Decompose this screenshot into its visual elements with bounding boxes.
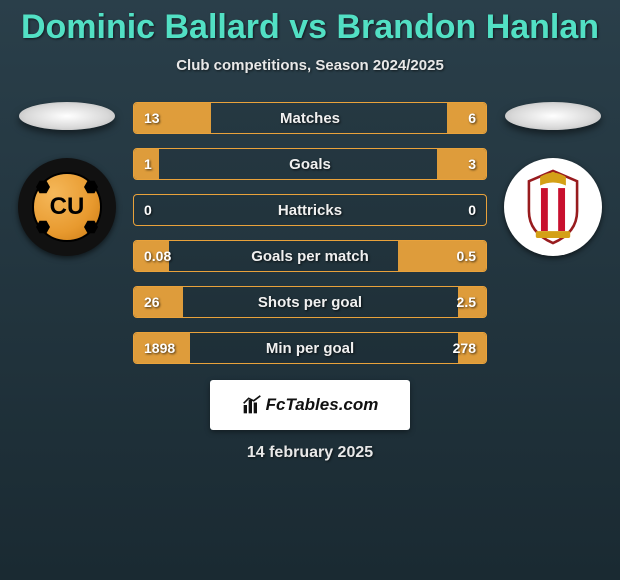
crest-right-svg bbox=[510, 164, 596, 250]
stat-value-right: 2.5 bbox=[457, 294, 476, 310]
player-left-disc bbox=[19, 102, 115, 130]
stat-row: 0 Hattricks 0 bbox=[133, 194, 487, 226]
page-title: Dominic Ballard vs Brandon Hanlan bbox=[0, 0, 620, 47]
player-right-column bbox=[498, 102, 608, 256]
chart-icon bbox=[242, 395, 262, 415]
stat-label: Shots per goal bbox=[258, 294, 362, 311]
stat-row: 26 Shots per goal 2.5 bbox=[133, 286, 487, 318]
stat-label: Goals per match bbox=[251, 248, 369, 265]
stat-row: 1898 Min per goal 278 bbox=[133, 332, 487, 364]
stat-value-right: 6 bbox=[468, 110, 476, 126]
stat-value-right: 0 bbox=[468, 202, 476, 218]
player-left-column: CU bbox=[12, 102, 122, 256]
subtitle: Club competitions, Season 2024/2025 bbox=[0, 57, 620, 74]
brand-text: FcTables.com bbox=[266, 395, 379, 415]
stat-value-left: 26 bbox=[144, 294, 160, 310]
stat-label: Goals bbox=[289, 156, 331, 173]
club-crest-right bbox=[504, 158, 602, 256]
stats-list: 13 Matches 6 1 Goals 3 0 Hattricks 0 0.08 Goals pe… bbox=[133, 102, 487, 364]
stat-row: 1 Goals 3 bbox=[133, 148, 487, 180]
stat-value-left: 13 bbox=[144, 110, 160, 126]
stat-label: Min per goal bbox=[266, 340, 354, 357]
stat-value-left: 1898 bbox=[144, 340, 175, 356]
stat-fill-right bbox=[447, 103, 486, 133]
stat-value-right: 0.5 bbox=[457, 248, 476, 264]
stat-label: Hattricks bbox=[278, 202, 342, 219]
player-right-disc bbox=[505, 102, 601, 130]
stat-row: 13 Matches 6 bbox=[133, 102, 487, 134]
stat-value-right: 3 bbox=[468, 156, 476, 172]
stat-value-right: 278 bbox=[453, 340, 476, 356]
comparison-panel: CU 13 Matches 6 1 Goals 3 0 Hattricks 0 0.08 Goals… bbox=[0, 102, 620, 364]
club-crest-left: CU bbox=[18, 158, 116, 256]
stat-value-left: 1 bbox=[144, 156, 152, 172]
stat-value-left: 0 bbox=[144, 202, 152, 218]
stat-label: Matches bbox=[280, 110, 340, 127]
stat-value-left: 0.08 bbox=[144, 248, 171, 264]
stat-row: 0.08 Goals per match 0.5 bbox=[133, 240, 487, 272]
brand-badge: FcTables.com bbox=[210, 380, 410, 430]
date-text: 14 february 2025 bbox=[0, 444, 620, 462]
stat-fill-right bbox=[437, 149, 486, 179]
